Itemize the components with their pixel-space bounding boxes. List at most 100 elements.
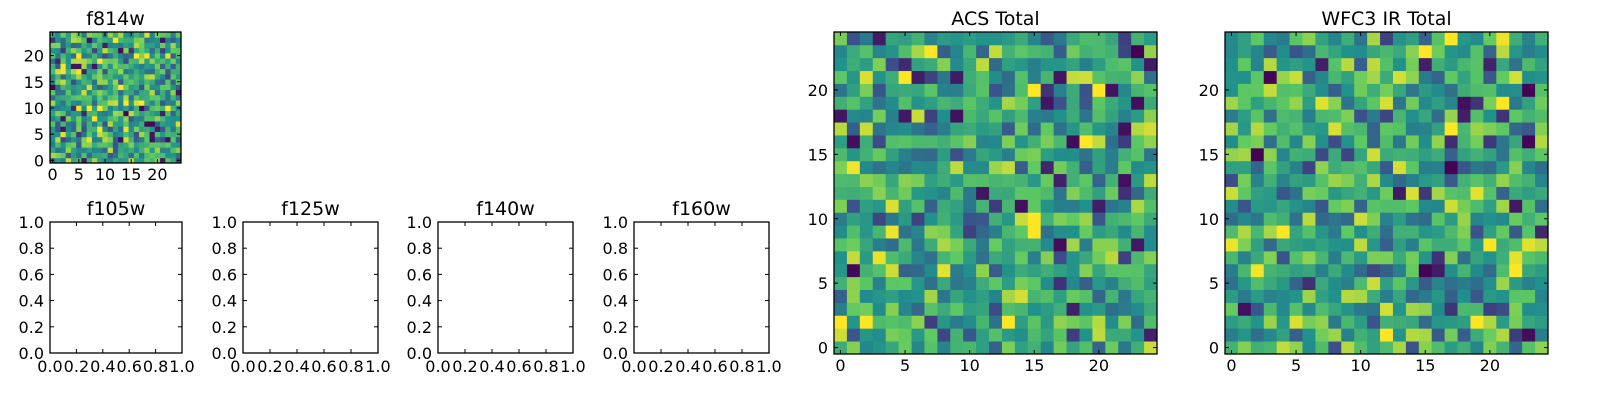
heatmap-cell	[1315, 238, 1329, 252]
heatmap-cell	[989, 32, 1003, 46]
heatmap-cell	[1418, 83, 1433, 97]
heatmap-cell	[1444, 276, 1458, 290]
heatmap-cell	[1444, 135, 1458, 149]
heatmap-cell	[1354, 276, 1368, 290]
heatmap-cell	[1328, 160, 1342, 175]
heatmap-cell	[133, 58, 140, 64]
heatmap-cell	[118, 52, 124, 59]
heatmap-cell	[1380, 225, 1394, 239]
x-tick-label: 15	[1415, 356, 1435, 375]
heatmap-cell	[154, 73, 161, 80]
heatmap-cell	[1367, 96, 1381, 110]
x-tick-label: 0.6	[116, 357, 141, 376]
heatmap-cell	[1118, 122, 1132, 136]
heatmap-cell	[1225, 250, 1239, 265]
heatmap-cell	[50, 94, 56, 101]
heatmap-cell	[924, 96, 938, 110]
heatmap-cell	[976, 225, 990, 239]
heatmap-cell	[1092, 212, 1106, 226]
heatmap-cell	[1053, 302, 1067, 316]
heatmap-cell	[1328, 276, 1342, 290]
heatmap-cell	[133, 94, 140, 101]
heatmap-cell	[107, 32, 114, 38]
heatmap-cell	[112, 42, 119, 49]
heatmap-cell	[128, 52, 135, 59]
heatmap-cell	[1315, 212, 1329, 226]
heatmap-cell	[1001, 83, 1016, 97]
heatmap-cell	[963, 57, 977, 72]
heatmap-cell	[1118, 96, 1132, 110]
heatmap-cell	[60, 110, 67, 117]
heatmap-cell	[976, 70, 990, 84]
heatmap-cell	[1496, 341, 1510, 355]
heatmap-cell	[859, 289, 874, 303]
heatmap-cell	[1079, 57, 1093, 72]
heatmap-cell	[1289, 122, 1303, 136]
heatmap-cell	[1263, 186, 1278, 200]
heatmap-cell	[102, 142, 109, 148]
heatmap-cell	[149, 84, 156, 91]
heatmap-cell	[950, 109, 964, 123]
heatmap-cell	[1405, 173, 1420, 187]
heatmap-cell	[1066, 147, 1080, 162]
heatmap-cell	[989, 160, 1003, 175]
heatmap-cell	[50, 136, 56, 143]
heatmap-cell	[1315, 83, 1329, 97]
heatmap-cell	[1302, 199, 1316, 213]
heatmap-cell	[1418, 199, 1433, 213]
heatmap-cell	[1302, 225, 1316, 239]
heatmap-cell	[1225, 212, 1239, 226]
heatmap-cell	[81, 142, 88, 148]
heatmap-cell	[1053, 212, 1067, 226]
heatmap-cell	[1276, 96, 1290, 110]
heatmap-cell	[1289, 70, 1303, 84]
heatmap-cell	[1289, 328, 1303, 342]
heatmap-cell	[989, 109, 1003, 123]
heatmap-cell	[1276, 225, 1290, 239]
heatmap-cell	[70, 42, 77, 49]
heatmap-cell	[1250, 315, 1265, 329]
heatmap-cell	[91, 147, 98, 153]
heatmap-cell	[149, 121, 156, 127]
heatmap-cell	[1496, 328, 1510, 342]
heatmap-cell	[107, 126, 114, 132]
heatmap-cell	[1027, 225, 1042, 239]
heatmap-cell	[1131, 212, 1145, 226]
y-tick-label: 0	[818, 339, 828, 358]
heatmap-cell	[1001, 250, 1016, 265]
heatmap-cell	[1341, 70, 1355, 84]
heatmap-cell	[123, 79, 129, 85]
heatmap-cell	[1354, 315, 1368, 329]
heatmap-cell	[1237, 160, 1252, 175]
heatmap-cell	[1341, 263, 1355, 278]
heatmap-cell	[911, 160, 925, 175]
heatmap-cell	[1431, 70, 1446, 84]
heatmap-cell	[81, 110, 88, 117]
heatmap-cell	[976, 341, 990, 355]
heatmap-cell	[102, 121, 109, 127]
heatmap-cell	[102, 100, 109, 106]
heatmap-cell	[1001, 186, 1016, 200]
heatmap-cell	[123, 32, 129, 38]
heatmap-cell	[128, 79, 135, 85]
heatmap-cell	[1027, 147, 1042, 162]
heatmap-cell	[1483, 225, 1497, 239]
heatmap-cell	[170, 105, 177, 111]
heatmap-cell	[1392, 212, 1407, 226]
x-tick-label: 0	[48, 165, 58, 184]
heatmap-cell	[139, 58, 145, 64]
heatmap-cell	[60, 115, 67, 122]
heatmap-cell	[133, 152, 140, 159]
heatmap-cell	[102, 37, 109, 43]
heatmap-cell	[1470, 263, 1484, 278]
heatmap-cell	[1237, 302, 1252, 316]
heatmap-cell	[834, 212, 848, 226]
heatmap-cell	[91, 47, 98, 54]
heatmap-cell	[118, 142, 124, 148]
heatmap-cell	[1496, 135, 1510, 149]
heatmap-cell	[1328, 302, 1342, 316]
heatmap-cell	[1118, 32, 1132, 46]
heatmap-cell	[911, 44, 925, 59]
heatmap-cell	[97, 52, 103, 59]
heatmap-cell	[846, 70, 861, 84]
